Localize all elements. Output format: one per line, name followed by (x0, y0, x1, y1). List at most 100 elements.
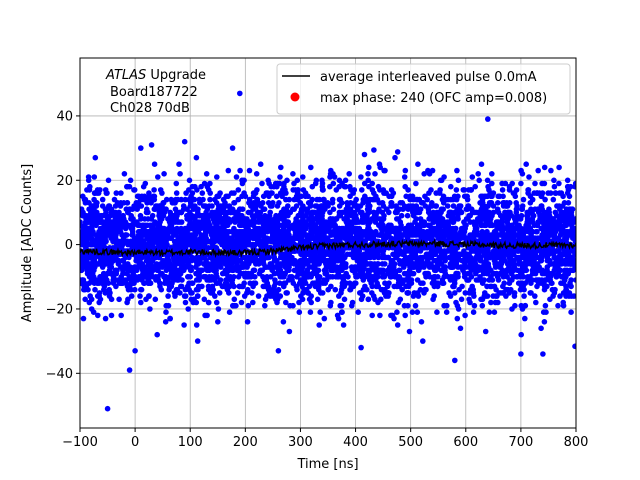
scatter-point (469, 174, 476, 180)
scatter-point (334, 228, 340, 235)
scatter-point (473, 209, 480, 216)
scatter-point (157, 261, 164, 267)
scatter-point (509, 277, 515, 283)
scatter-point (93, 277, 100, 283)
scatter-point (377, 187, 383, 193)
scatter-point (369, 290, 375, 296)
scatter-point (115, 261, 122, 267)
scatter-point (381, 274, 388, 280)
scatter-point (221, 254, 227, 261)
scatter-point (214, 174, 220, 180)
scatter-point (454, 167, 460, 174)
scatter-point (160, 200, 166, 206)
scatter-point (556, 203, 562, 209)
scatter-point (491, 283, 498, 290)
scatter-point (89, 212, 95, 219)
scatter-point (381, 290, 388, 296)
scatter-point (457, 325, 464, 332)
scatter-point (496, 193, 503, 200)
scatter-point (241, 293, 248, 299)
scatter-point (290, 280, 297, 287)
scatter-point (476, 177, 483, 184)
scatter-point (240, 232, 246, 238)
scatter-point (291, 267, 298, 274)
scatter-point (567, 267, 574, 274)
scatter-point (420, 228, 427, 235)
scatter-point (124, 222, 131, 229)
scatter-point (491, 309, 498, 316)
scatter-point (235, 238, 242, 245)
scatter-point (379, 200, 386, 206)
scatter-point (433, 190, 440, 196)
scatter-point (352, 235, 358, 241)
scatter-point (484, 216, 491, 222)
scatter-point (536, 264, 542, 270)
scatter-point (447, 293, 454, 299)
scatter-point (298, 293, 304, 299)
scatter-point (484, 177, 491, 184)
scatter-point (508, 212, 515, 219)
scatter-point (154, 331, 160, 338)
scatter-point (263, 277, 270, 283)
scatter-point (141, 280, 147, 287)
scatter-point (443, 309, 450, 316)
scatter-point (399, 280, 406, 287)
scatter-point (273, 264, 280, 270)
scatter-point (281, 212, 288, 219)
scatter-point (261, 235, 267, 241)
scatter-point (489, 180, 495, 187)
scatter-point (136, 254, 142, 261)
scatter-point (349, 302, 355, 309)
scatter-point (249, 290, 255, 296)
scatter-point (312, 225, 319, 232)
scatter-point (205, 286, 212, 293)
scatter-point (312, 280, 318, 287)
scatter-point (401, 264, 407, 270)
scatter-point (296, 299, 302, 306)
scatter-point (482, 328, 489, 335)
scatter-point (163, 302, 169, 309)
scatter-point (238, 222, 244, 229)
scatter-point (341, 296, 348, 303)
scatter-point (418, 219, 425, 225)
scatter-point (457, 203, 464, 209)
scatter-point (373, 283, 380, 290)
scatter-point (153, 277, 159, 283)
scatter-point (312, 203, 319, 209)
scatter-point (455, 177, 462, 184)
scatter-point (542, 196, 548, 203)
scatter-point (163, 267, 170, 274)
scatter-point (290, 187, 297, 193)
scatter-point (189, 190, 196, 196)
scatter-point (339, 309, 345, 316)
scatter-point (509, 225, 516, 232)
scatter-point (430, 296, 436, 303)
scatter-point (306, 257, 312, 264)
scatter-point (514, 274, 521, 280)
scatter-point (151, 187, 157, 193)
scatter-point (474, 219, 480, 225)
scatter-point (226, 290, 232, 296)
scatter-point (364, 232, 371, 238)
scatter-point (540, 251, 547, 258)
scatter-point (357, 267, 363, 274)
scatter-point (369, 312, 376, 319)
scatter-point (102, 315, 109, 322)
scatter-point (449, 254, 456, 261)
scatter-point (534, 283, 540, 290)
scatter-point (414, 277, 421, 283)
scatter-point (243, 238, 250, 245)
scatter-point (448, 183, 454, 190)
scatter-point (279, 238, 286, 245)
scatter-point (474, 254, 481, 261)
scatter-point (205, 299, 212, 306)
scatter-point (529, 277, 535, 283)
scatter-point (281, 270, 288, 277)
scatter-point (264, 190, 271, 196)
scatter-point (551, 183, 558, 190)
scatter-point (458, 264, 465, 270)
scatter-point (188, 267, 194, 274)
scatter-point (178, 225, 184, 232)
scatter-point (402, 167, 409, 174)
scatter-point (534, 228, 540, 235)
